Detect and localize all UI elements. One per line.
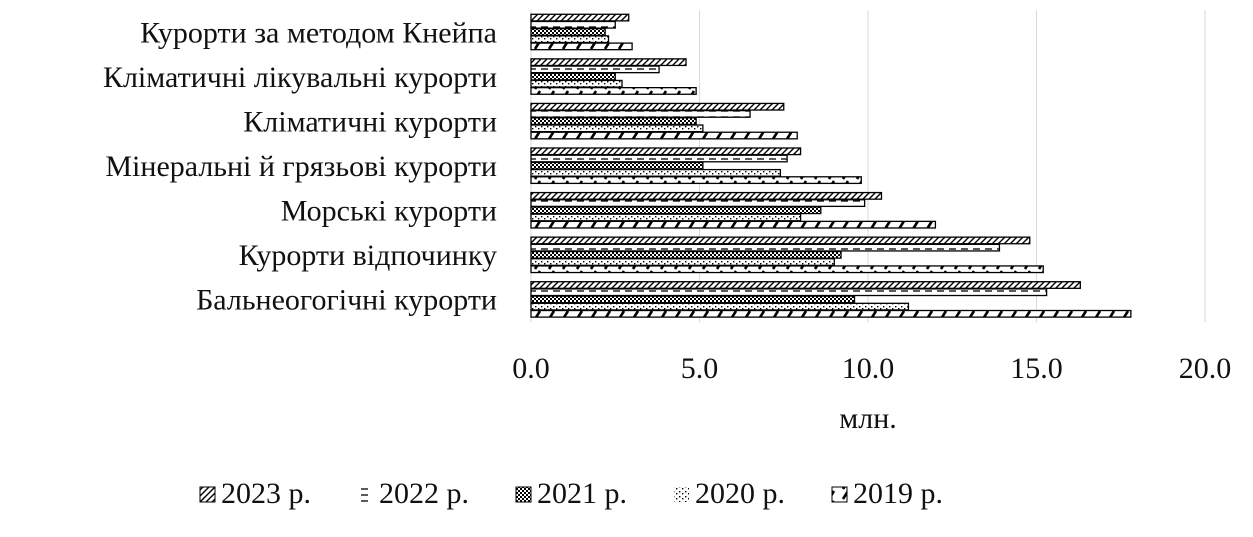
bar-2-4 bbox=[530, 220, 937, 229]
bar-3-2 bbox=[530, 161, 704, 170]
legend-label-0: 2023 р. bbox=[221, 477, 311, 510]
x-tick-label-3: 15.0 bbox=[1010, 352, 1063, 385]
bar-1-3 bbox=[530, 258, 835, 266]
bar-0-4 bbox=[530, 309, 1132, 318]
bar-4-0 bbox=[530, 102, 785, 111]
x-axis-ticks: 0.0 5.0 10.0 15.0 20.0 bbox=[512, 352, 1231, 385]
legend: 2023 р. 2022 р. 2021 р. 2020 р. 2019 р. bbox=[199, 477, 943, 510]
bar-6-3 bbox=[530, 35, 610, 44]
legend-swatch-1 bbox=[358, 487, 373, 502]
x-tick-label-4: 20.0 bbox=[1179, 352, 1232, 385]
x-tick-label-0: 0.0 bbox=[512, 352, 550, 385]
bar-1-2 bbox=[530, 250, 842, 259]
bar-3-0 bbox=[530, 147, 802, 156]
bar-5-0 bbox=[530, 58, 687, 67]
category-labels: Бальнеогогічні курорти Курорти відпочинку… bbox=[103, 16, 497, 316]
bar-0-2 bbox=[530, 295, 856, 304]
bar-2-3 bbox=[530, 213, 802, 222]
category-label-5: Кліматичні лікувальні курорти bbox=[103, 61, 497, 94]
bar-3-4 bbox=[530, 176, 862, 185]
bar-6-2 bbox=[530, 28, 606, 36]
bar-4-2 bbox=[530, 117, 697, 126]
bar-5-3 bbox=[530, 79, 623, 88]
category-label-6: Курорти за методом Кнейпа bbox=[140, 16, 497, 49]
legend-label-3: 2020 р. bbox=[695, 477, 785, 510]
bar-5-1 bbox=[530, 65, 660, 74]
legend-swatch-3 bbox=[674, 487, 689, 502]
bar-4-4 bbox=[530, 131, 798, 140]
bar-5-2 bbox=[530, 72, 616, 81]
x-axis-title: млн. bbox=[839, 402, 897, 435]
legend-swatch-2 bbox=[515, 486, 532, 503]
bar-2-1 bbox=[530, 199, 866, 208]
bars bbox=[530, 13, 1132, 318]
bar-4-1 bbox=[530, 109, 751, 118]
bar-0-1 bbox=[530, 288, 1048, 297]
bar-3-3 bbox=[530, 168, 782, 177]
bar-2-2 bbox=[530, 206, 822, 215]
category-label-0: Бальнеогогічні курорти bbox=[196, 284, 497, 317]
category-label-4: Кліматичні курорти bbox=[243, 105, 497, 138]
legend-label-1: 2022 р. bbox=[379, 477, 469, 510]
legend-swatch-0 bbox=[199, 486, 216, 503]
legend-label-2: 2021 р. bbox=[537, 477, 627, 510]
bar-0-3 bbox=[530, 302, 910, 311]
legend-label-4: 2019 р. bbox=[853, 477, 943, 510]
bar-1-4 bbox=[530, 265, 1044, 274]
x-tick-label-2: 10.0 bbox=[842, 352, 895, 385]
bar-4-3 bbox=[530, 124, 704, 133]
bar-3-1 bbox=[530, 154, 788, 163]
bar-6-4 bbox=[530, 42, 633, 51]
bar-6-1 bbox=[530, 20, 616, 29]
x-tick-label-1: 5.0 bbox=[681, 352, 719, 385]
bar-1-0 bbox=[530, 236, 1031, 245]
bar-6-0 bbox=[530, 13, 630, 22]
category-label-2: Морські курорти bbox=[281, 195, 497, 228]
bar-1-1 bbox=[530, 243, 1001, 252]
legend-swatch-4 bbox=[831, 486, 848, 503]
bar-2-0 bbox=[530, 191, 883, 200]
category-label-1: Курорти відпочинку bbox=[239, 239, 497, 272]
bar-5-4 bbox=[530, 87, 697, 95]
bar-0-0 bbox=[530, 281, 1081, 289]
category-label-3: Мінеральні й грязьові курорти bbox=[105, 150, 497, 183]
